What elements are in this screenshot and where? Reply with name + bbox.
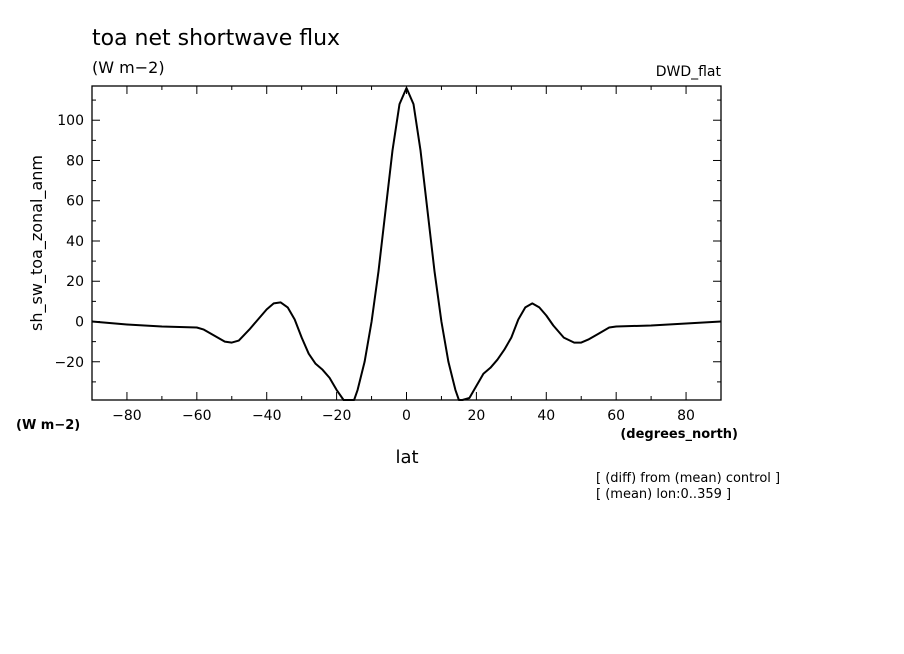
- y-tick-label: −20: [54, 355, 84, 371]
- y-tick-label: 0: [75, 315, 84, 331]
- series-line: [91, 87, 722, 401]
- y-tick-label: 20: [66, 274, 84, 290]
- note-diff: [ (diff) from (mean) control ]: [596, 471, 780, 486]
- x-tick-label: 0: [402, 408, 411, 424]
- plot-frame: [91, 85, 722, 401]
- x-tick-label: 40: [537, 408, 555, 424]
- chart-title: toa net shortwave flux: [92, 26, 340, 51]
- note-mean: [ (mean) lon:0..359 ]: [596, 487, 731, 502]
- title-units: (W m−2): [92, 58, 165, 77]
- x-tick-label: 20: [467, 408, 485, 424]
- x-tick-label: 60: [607, 408, 625, 424]
- y-ticks: −20 0 20 40 60 80 100: [54, 99, 721, 383]
- y-tick-label: 100: [57, 113, 84, 129]
- x-tick-label: 80: [677, 408, 695, 424]
- x-tick-label: −60: [182, 408, 212, 424]
- x-axis-units: (degrees_north): [620, 427, 738, 442]
- dataset-label: DWD_flat: [656, 64, 722, 80]
- y-tick-label: 40: [66, 234, 84, 250]
- y-tick-label: 60: [66, 194, 84, 210]
- y-axis-units: (W m−2): [16, 418, 80, 433]
- y-axis-label: sh_sw_toa_zonal_anm: [27, 155, 47, 331]
- x-tick-label: −40: [252, 408, 282, 424]
- x-tick-label: −20: [322, 408, 352, 424]
- x-axis-label: lat: [395, 447, 418, 468]
- y-tick-label: 80: [66, 153, 84, 169]
- x-tick-label: −80: [112, 408, 142, 424]
- x-ticks: −80 −60 −40 −20 0 20 40 60 80: [91, 86, 722, 424]
